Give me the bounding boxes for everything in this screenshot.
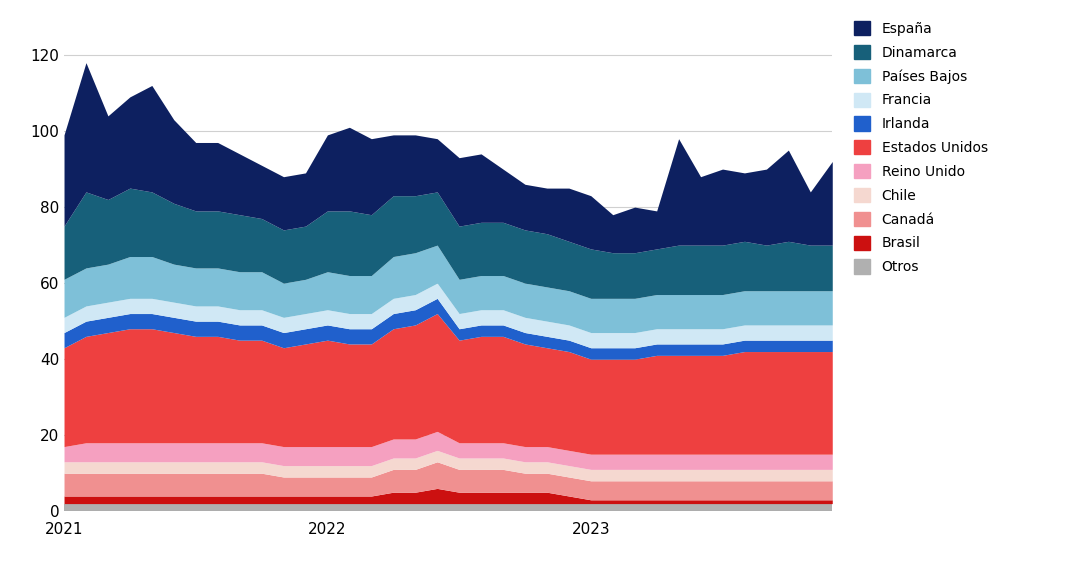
Legend: España, Dinamarca, Países Bajos, Francia, Irlanda, Estados Unidos, Reino Unido, : España, Dinamarca, Países Bajos, Francia… — [847, 14, 994, 281]
